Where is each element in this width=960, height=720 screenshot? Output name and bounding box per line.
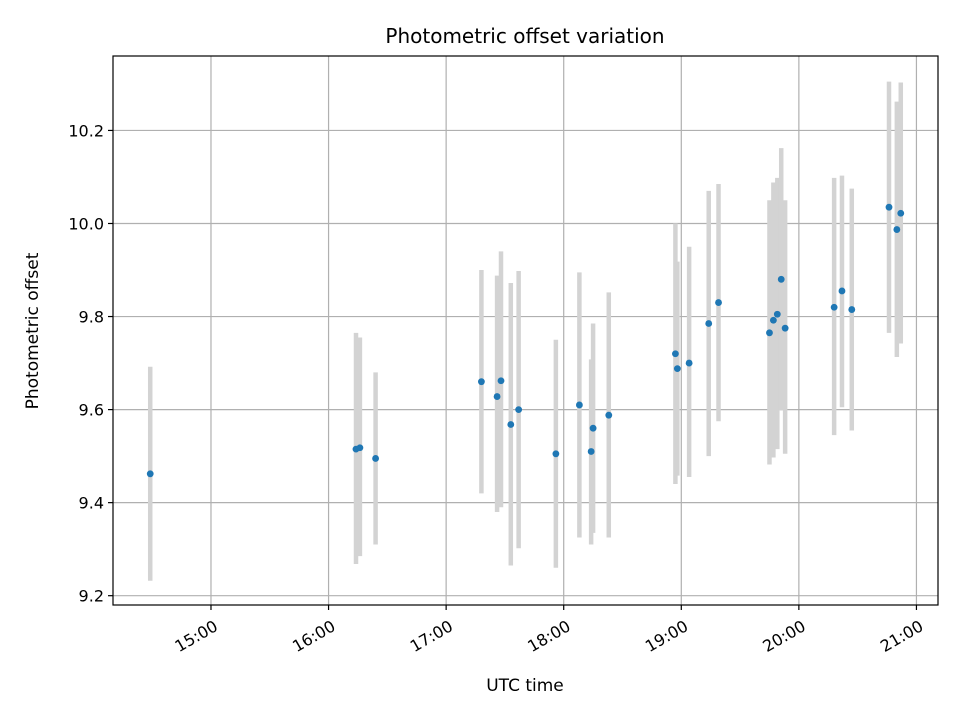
x-tick-label: 20:00	[759, 616, 808, 656]
data-point	[589, 424, 597, 432]
y-tick-label: 10.0	[68, 214, 104, 233]
data-point	[838, 287, 846, 295]
x-tick-label: 17:00	[407, 616, 456, 656]
x-axis-label: UTC time	[486, 676, 564, 696]
data-point	[685, 359, 693, 367]
x-axis-ticks: 15:00 16:00 17:00 18:00 19:00 20:00 21:00	[172, 605, 926, 656]
x-tick-label: 16:00	[289, 616, 338, 656]
y-tick-label: 9.4	[79, 494, 104, 513]
data-point	[587, 448, 595, 455]
y-axis-ticks: 9.2 9.4 9.6 9.8 10.0 10.2	[68, 121, 113, 606]
data-point	[830, 303, 838, 311]
plot-frame	[112, 55, 939, 606]
data-point	[356, 444, 364, 452]
y-axis-label: Photometric offset	[23, 252, 43, 409]
data-point	[885, 203, 893, 211]
data-point	[673, 365, 681, 373]
data-point	[605, 411, 613, 419]
x-tick-label: 18:00	[524, 616, 573, 656]
data-point	[507, 421, 515, 428]
data-point	[497, 377, 505, 385]
data-point	[781, 324, 789, 332]
y-tick-label: 10.2	[68, 121, 104, 140]
error-bars	[147, 81, 904, 581]
data-point	[478, 378, 485, 386]
data-point	[769, 316, 777, 324]
data-point	[372, 455, 379, 462]
data-point	[897, 209, 905, 217]
data-point	[552, 450, 560, 458]
data-point	[773, 310, 781, 318]
x-tick-label: 21:00	[877, 616, 926, 656]
grid-lines	[113, 56, 938, 605]
data-point	[766, 329, 773, 337]
data-point	[848, 306, 856, 313]
data-point	[715, 299, 722, 306]
data-point	[146, 470, 154, 478]
y-tick-label: 9.2	[79, 587, 104, 606]
data-point	[493, 393, 501, 400]
data-point	[705, 320, 713, 327]
y-tick-label: 9.8	[79, 308, 104, 327]
data-point	[893, 226, 901, 233]
data-point	[672, 350, 679, 358]
x-tick-label: 15:00	[172, 616, 221, 656]
data-points	[146, 203, 905, 478]
data-point	[777, 275, 785, 283]
data-point	[515, 406, 523, 413]
y-tick-label: 9.6	[79, 401, 104, 420]
chart-title: Photometric offset variation	[385, 24, 664, 48]
x-tick-label: 19:00	[642, 616, 691, 656]
data-point	[575, 401, 583, 409]
